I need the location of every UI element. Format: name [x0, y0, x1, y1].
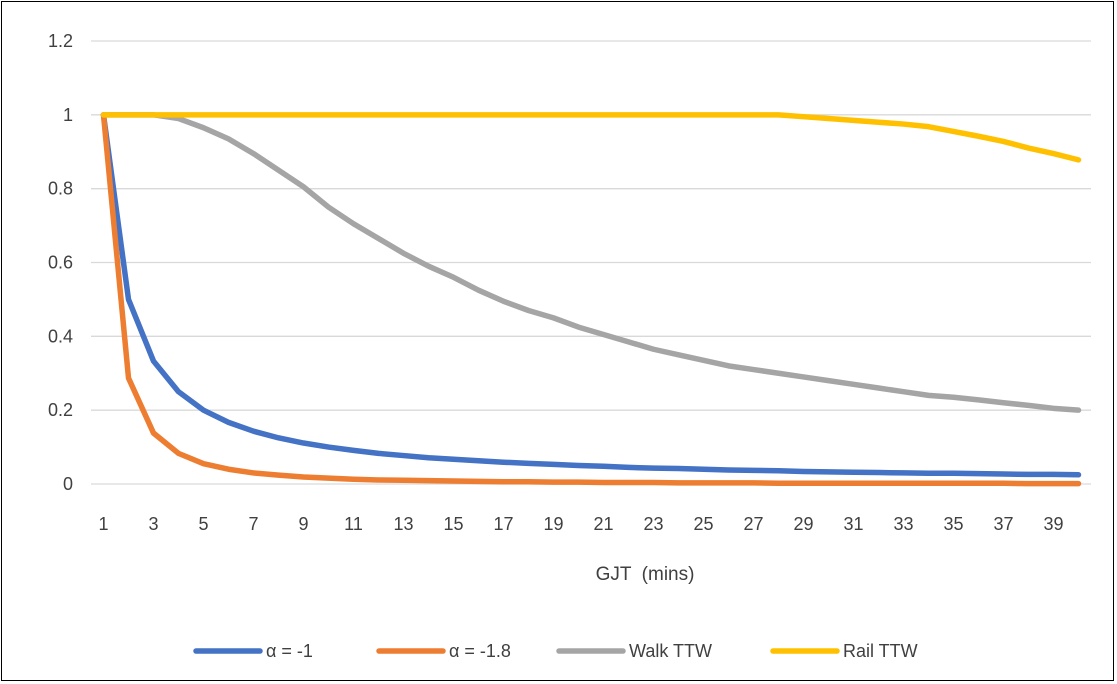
x-tick-label: 23 [643, 514, 663, 534]
x-tick-label: 39 [1043, 514, 1063, 534]
y-tick-label: 1 [63, 105, 73, 125]
x-tick-label: 27 [743, 514, 763, 534]
x-tick-label: 21 [593, 514, 613, 534]
y-tick-label: 0.6 [48, 253, 73, 273]
legend-label-2: Walk TTW [629, 641, 712, 661]
series-line-3 [100, 112, 1082, 163]
y-tick-label: 0.2 [48, 400, 73, 420]
y-tick-label: 0 [63, 474, 73, 494]
x-tick-label: 11 [344, 514, 363, 534]
y-axis-tick-labels: 0 0.2 0.4 0.6 0.8 1 1.2 [48, 31, 73, 494]
y-tick-label: 0.8 [48, 179, 73, 199]
x-tick-label: 37 [993, 514, 1013, 534]
legend: α = -1 α = -1.8 Walk TTW Rail TTW [193, 641, 918, 661]
x-axis-tick-labels: 1 3 5 7 9 11 13 15 17 19 21 23 25 27 29 31 33 35 37 39 [98, 514, 1063, 534]
series-line-0 [100, 112, 1082, 478]
series-line-2 [100, 112, 1082, 413]
y-tick-label: 0.4 [48, 326, 73, 346]
x-tick-label: 1 [98, 514, 108, 534]
x-tick-label: 17 [493, 514, 513, 534]
x-tick-label: 7 [248, 514, 258, 534]
x-tick-label: 33 [893, 514, 913, 534]
x-tick-label: 13 [393, 514, 413, 534]
x-tick-label: 19 [543, 514, 563, 534]
x-axis-title: GJT (mins) [596, 564, 695, 585]
x-tick-label: 3 [148, 514, 158, 534]
x-tick-label: 25 [693, 514, 713, 534]
legend-label-3: Rail TTW [843, 641, 918, 661]
x-tick-label: 29 [793, 514, 813, 534]
y-tick-label: 1.2 [48, 31, 73, 51]
x-tick-label: 31 [843, 514, 863, 534]
x-tick-label: 9 [298, 514, 308, 534]
series-lines [100, 112, 1082, 487]
x-tick-label: 5 [198, 514, 208, 534]
legend-label-1: α = -1.8 [449, 641, 511, 661]
x-tick-label: 15 [443, 514, 463, 534]
series-line-1 [100, 112, 1082, 487]
x-tick-label: 35 [943, 514, 963, 534]
legend-label-0: α = -1 [266, 641, 313, 661]
gridlines [91, 40, 1091, 485]
